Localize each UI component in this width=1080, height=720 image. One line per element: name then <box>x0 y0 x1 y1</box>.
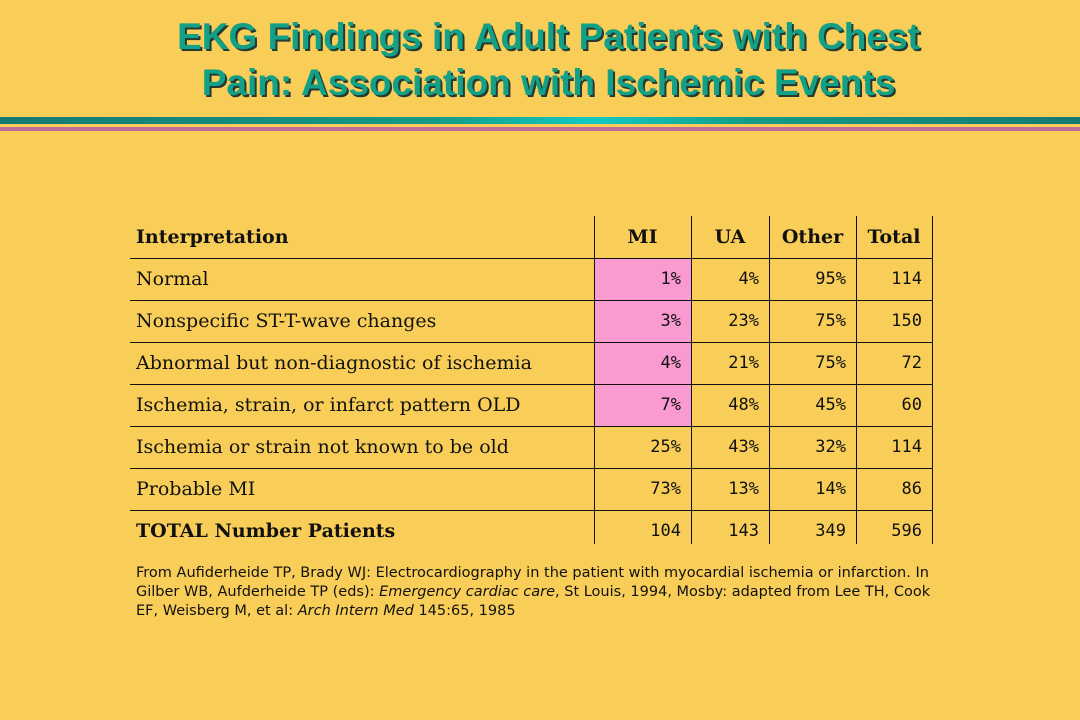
cell-mi: 3% <box>660 311 681 331</box>
header-mi: MI <box>627 226 658 248</box>
column-divider <box>769 216 770 544</box>
row-divider <box>130 300 932 301</box>
row-label: Abnormal but non-diagnostic of ischemia <box>136 352 532 374</box>
row-label: Nonspecific ST-T-wave changes <box>136 310 437 332</box>
column-divider <box>932 216 933 544</box>
cell-other: 95% <box>815 269 846 289</box>
total-cell-mi: 104 <box>650 521 681 541</box>
row-divider <box>130 258 932 259</box>
divider-bar-pink <box>0 127 1080 131</box>
total-cell-other: 349 <box>815 521 846 541</box>
cell-ua: 13% <box>728 479 759 499</box>
row-label: Ischemia, strain, or infarct pattern OLD <box>136 394 521 416</box>
row-divider <box>130 510 932 511</box>
row-divider <box>130 342 932 343</box>
citation-text-1: From Aufiderheide TP, Brady WJ: Electroc… <box>136 565 929 600</box>
cell-ua: 21% <box>728 353 759 373</box>
cell-mi: 7% <box>660 395 681 415</box>
cell-total: 60 <box>901 395 922 415</box>
cell-other: 75% <box>815 353 846 373</box>
title-line-2: Pain: Association with Ischemic Events <box>201 62 896 103</box>
row-divider <box>130 468 932 469</box>
cell-mi: 1% <box>660 269 681 289</box>
row-label: Ischemia or strain not known to be old <box>136 436 509 458</box>
ekg-findings-table: Interpretation MI UA Other Total Normal 1% 4% 95… <box>130 216 933 544</box>
divider-bar-teal <box>0 117 1080 124</box>
citation-text-2: , St Louis, 1994, Mosby: adapted from Le… <box>136 584 931 619</box>
cell-ua: 4% <box>738 269 759 289</box>
cell-total: 72 <box>901 353 922 373</box>
column-divider <box>856 216 857 544</box>
cell-ua: 48% <box>728 395 759 415</box>
row-label: Normal <box>136 268 209 290</box>
column-divider <box>691 216 692 544</box>
title-line-1: EKG Findings in Adult Patients with Ches… <box>177 16 920 57</box>
header-interpretation: Interpretation <box>136 226 289 248</box>
cell-mi: 73% <box>650 479 681 499</box>
cell-ua: 43% <box>728 437 759 457</box>
total-cell-ua: 143 <box>728 521 759 541</box>
cell-total: 86 <box>901 479 922 499</box>
cell-mi: 25% <box>650 437 681 457</box>
citation: From Aufiderheide TP, Brady WJ: Electroc… <box>136 564 936 621</box>
header-other: Other <box>781 226 844 248</box>
cell-total: 150 <box>891 311 922 331</box>
header-ua: UA <box>714 226 746 248</box>
cell-other: 14% <box>815 479 846 499</box>
total-row-label: TOTAL Number Patients <box>136 520 396 542</box>
row-divider <box>130 426 932 427</box>
cell-total: 114 <box>891 437 922 457</box>
total-cell-total: 596 <box>891 521 922 541</box>
divider-gap <box>0 124 1080 127</box>
row-divider <box>130 384 932 385</box>
cell-ua: 23% <box>728 311 759 331</box>
slide-title: EKG Findings in Adult Patients with Ches… <box>0 14 1080 106</box>
cell-other: 45% <box>815 395 846 415</box>
cell-other: 32% <box>815 437 846 457</box>
cell-mi: 4% <box>660 353 681 373</box>
cell-other: 75% <box>815 311 846 331</box>
column-divider <box>594 216 595 544</box>
cell-total: 114 <box>891 269 922 289</box>
citation-book-title: Emergency cardiac care <box>379 584 556 600</box>
row-label: Probable MI <box>136 478 256 500</box>
citation-text-3: 145:65, 1985 <box>413 603 516 619</box>
citation-journal: Arch Intern Med <box>297 603 414 619</box>
header-total: Total <box>867 226 921 248</box>
